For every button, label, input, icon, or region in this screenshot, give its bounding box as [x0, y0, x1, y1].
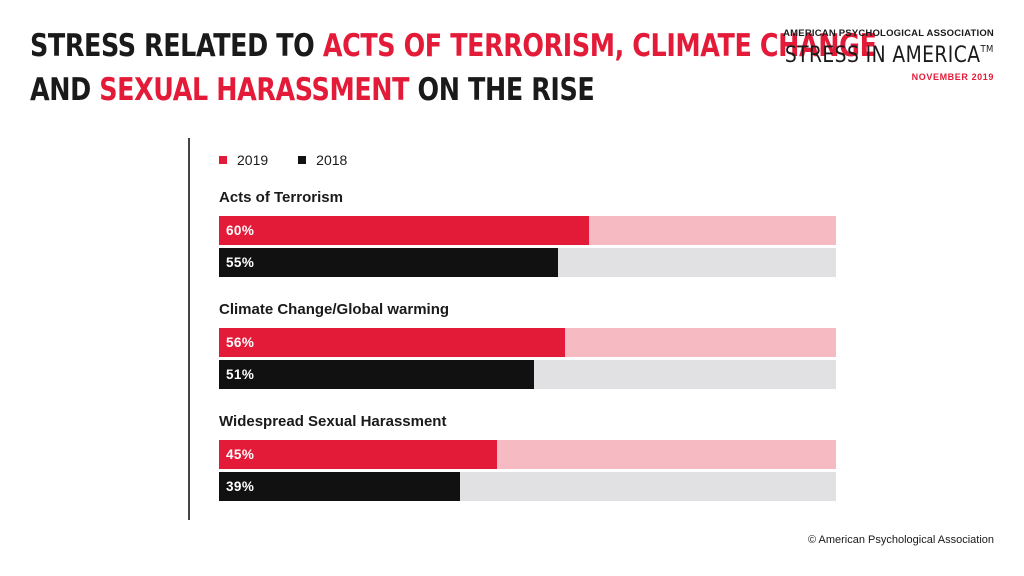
- category-group: Climate Change/Global warming 56% 51%: [219, 298, 836, 389]
- title-highlight: SEXUAL HARASSMENT: [99, 72, 410, 108]
- bar-value-label: 45%: [226, 447, 255, 462]
- bar-2019: [219, 440, 497, 469]
- chart-title: STRESS RELATED TO ACTS OF TERRORISM, CLI…: [30, 24, 877, 112]
- bar-2019: [219, 216, 590, 245]
- axis-line: [188, 138, 190, 520]
- bar-value-label: 39%: [226, 479, 255, 494]
- category-group: Acts of Terrorism 60% 55%: [219, 186, 836, 277]
- brand-date: NOVEMBER 2019: [911, 72, 994, 82]
- legend-swatch: [219, 156, 227, 164]
- brand-name: STRESS IN AMERICATM: [785, 43, 994, 68]
- legend-label: 2018: [316, 152, 348, 168]
- bar-track-2018: 39%: [219, 472, 836, 501]
- category-label: Widespread Sexual Harassment: [219, 413, 447, 430]
- legend-item-2018: 2018: [298, 152, 347, 168]
- bar-value-label: 60%: [226, 223, 255, 238]
- brand-name-text: STRESS IN AMERICA: [785, 43, 981, 68]
- bar-2018: [219, 248, 559, 277]
- category-label: Acts of Terrorism: [219, 189, 343, 206]
- legend-swatch: [298, 156, 307, 164]
- bar-chart: Acts of Terrorism 60% 55% Climate Change/Gl…: [219, 186, 836, 522]
- bar-value-label: 51%: [226, 367, 255, 382]
- brand-block: AMERICAN PSYCHOLOGICAL ASSOCIATION STRES…: [748, 28, 994, 82]
- bar-track-2018: 51%: [219, 360, 836, 389]
- title-text: AND: [30, 72, 100, 108]
- bar-track-2019: 60%: [219, 216, 836, 245]
- legend-label: 2019: [237, 152, 269, 168]
- brand-org: AMERICAN PSYCHOLOGICAL ASSOCIATION: [783, 28, 994, 39]
- bar-value-label: 56%: [226, 335, 255, 350]
- category-group: Widespread Sexual Harassment 45% 39%: [219, 410, 836, 501]
- chart-legend: 2019 2018: [219, 152, 377, 168]
- bar-2019: [219, 328, 565, 357]
- bar-track-2018: 55%: [219, 248, 836, 277]
- title-text: STRESS RELATED TO: [30, 28, 323, 64]
- copyright-text: © American Psychological Association: [807, 534, 994, 546]
- title-line-1: STRESS RELATED TO ACTS OF TERRORISM, CLI…: [30, 24, 877, 68]
- bar-track-2019: 56%: [219, 328, 836, 357]
- bar-2018: [219, 472, 460, 501]
- bar-track-2019: 45%: [219, 440, 836, 469]
- bar-2018: [219, 360, 534, 389]
- category-label: Climate Change/Global warming: [219, 301, 450, 318]
- legend-item-2019: 2019: [219, 152, 268, 168]
- title-text: ON THE RISE: [409, 72, 595, 108]
- title-highlight: ACTS OF TERRORISM, CLIMATE CHANGE: [322, 28, 877, 64]
- title-line-2: AND SEXUAL HARASSMENT ON THE RISE: [30, 68, 653, 112]
- bar-value-label: 55%: [226, 255, 255, 270]
- trademark-mark: TM: [980, 44, 994, 55]
